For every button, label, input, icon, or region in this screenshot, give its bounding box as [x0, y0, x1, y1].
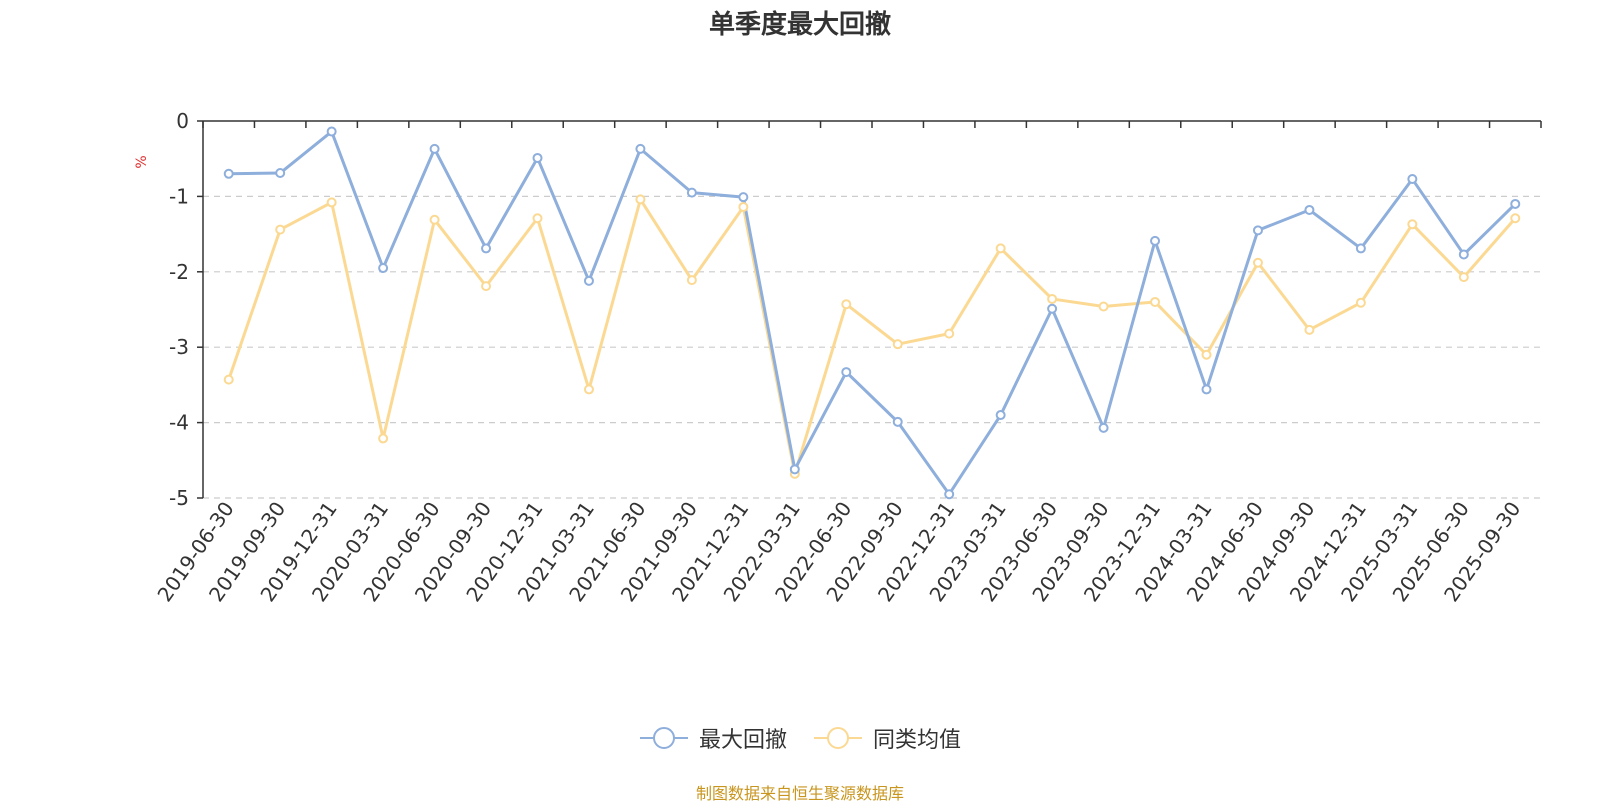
data-point-1[interactable] [635, 194, 646, 205]
chart-title: 单季度最大回撤 [708, 10, 891, 40]
data-point-0[interactable] [738, 192, 749, 203]
legend-label-1: 同类均值 [873, 728, 962, 753]
data-point-1[interactable] [738, 201, 749, 212]
data-point-0[interactable] [429, 143, 440, 154]
data-point-0[interactable] [532, 152, 543, 163]
data-point-1[interactable] [1201, 349, 1212, 360]
data-point-0[interactable] [1510, 198, 1521, 209]
data-point-1[interactable] [583, 384, 594, 395]
data-point-1[interactable] [223, 374, 234, 385]
data-point-0[interactable] [481, 243, 492, 254]
data-point-1[interactable] [944, 328, 955, 339]
data-point-0[interactable] [892, 416, 903, 427]
data-point-0[interactable] [686, 187, 697, 198]
source-note: 制图数据来自恒生聚源数据库 [695, 784, 904, 803]
data-point-1[interactable] [1458, 272, 1469, 283]
y-tick-label: 0 [176, 109, 189, 133]
data-point-1[interactable] [326, 197, 337, 208]
data-point-1[interactable] [1355, 297, 1366, 308]
data-point-1[interactable] [1407, 219, 1418, 230]
data-point-1[interactable] [378, 433, 389, 444]
data-point-1[interactable] [481, 281, 492, 292]
data-point-1[interactable] [1150, 296, 1161, 307]
data-point-0[interactable] [1407, 174, 1418, 185]
data-point-0[interactable] [1047, 303, 1058, 314]
series-line-0 [228, 130, 1517, 496]
data-point-0[interactable] [1150, 235, 1161, 246]
legend-marker-0 [639, 727, 688, 749]
data-point-0[interactable] [789, 464, 800, 475]
legend: 最大回撤 同类均值 [0, 722, 1600, 754]
data-point-0[interactable] [635, 143, 646, 154]
data-point-1[interactable] [1252, 257, 1263, 268]
data-point-1[interactable] [995, 243, 1006, 254]
data-point-0[interactable] [223, 168, 234, 179]
y-tick-label: -1 [169, 184, 189, 208]
data-point-1[interactable] [1304, 324, 1315, 335]
data-point-0[interactable] [1201, 384, 1212, 395]
data-point-0[interactable] [944, 489, 955, 500]
data-point-0[interactable] [841, 367, 852, 378]
legend-label-0: 最大回撤 [698, 728, 787, 753]
data-point-0[interactable] [1458, 249, 1469, 260]
data-point-1[interactable] [892, 339, 903, 350]
data-point-1[interactable] [686, 275, 697, 286]
data-point-1[interactable] [841, 299, 852, 310]
y-axis-label: % [134, 155, 150, 168]
legend-item-1[interactable]: 同类均值 [813, 722, 961, 754]
data-point-1[interactable] [429, 214, 440, 225]
data-point-0[interactable] [275, 168, 286, 179]
data-point-0[interactable] [1098, 422, 1109, 433]
data-point-0[interactable] [583, 275, 594, 286]
data-point-0[interactable] [1252, 225, 1263, 236]
y-tick-label: -5 [169, 486, 189, 510]
legend-marker-1 [814, 727, 862, 749]
y-tick-label: -3 [169, 335, 189, 359]
data-point-0[interactable] [326, 126, 337, 137]
data-point-0[interactable] [1304, 204, 1315, 215]
data-point-1[interactable] [1510, 213, 1521, 224]
data-point-0[interactable] [995, 410, 1006, 421]
data-point-0[interactable] [1355, 243, 1366, 254]
y-tick-label: -4 [169, 411, 189, 435]
data-point-1[interactable] [1098, 301, 1109, 312]
series-line-1 [227, 197, 1517, 476]
data-point-1[interactable] [275, 224, 286, 235]
y-tick-label: -2 [169, 260, 189, 284]
data-point-0[interactable] [378, 263, 389, 274]
data-point-1[interactable] [1047, 293, 1058, 304]
legend-item-0[interactable]: 最大回撤 [639, 722, 787, 754]
data-point-1[interactable] [532, 213, 543, 224]
